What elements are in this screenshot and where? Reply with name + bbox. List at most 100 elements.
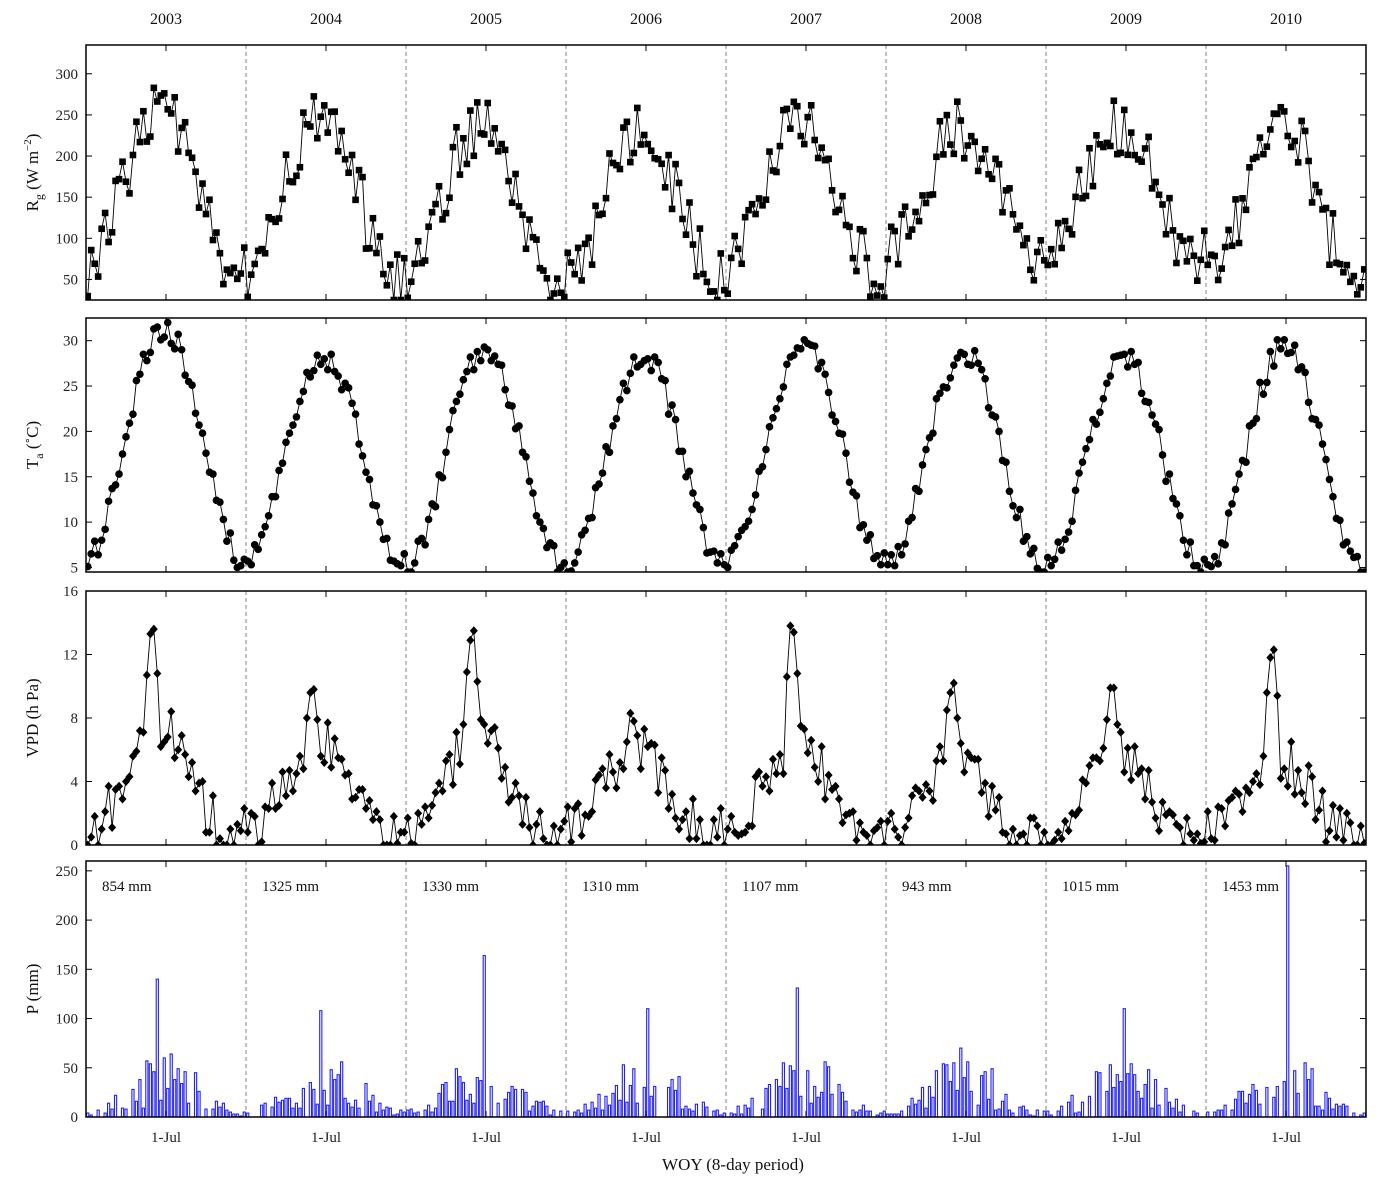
data-point-rg xyxy=(1239,195,1246,202)
data-point-ta xyxy=(824,388,833,397)
data-point-vpd xyxy=(876,816,885,826)
data-point-vpd xyxy=(1297,788,1306,798)
bar-p xyxy=(475,1077,479,1117)
data-point-vpd xyxy=(925,786,934,796)
bar-p xyxy=(1272,1096,1276,1117)
data-point-vpd xyxy=(807,735,816,745)
bar-p xyxy=(865,1110,869,1117)
bar-p xyxy=(1164,1087,1168,1117)
bar-p xyxy=(809,1102,813,1117)
data-point-ta xyxy=(292,413,301,421)
data-point-rg xyxy=(613,161,620,169)
data-point-ta xyxy=(995,427,1003,436)
bar-p xyxy=(600,1109,605,1117)
bar-p xyxy=(287,1097,292,1117)
data-point-ta xyxy=(664,410,673,418)
series-ta xyxy=(86,318,1366,572)
data-point-rg xyxy=(717,250,725,257)
data-point-rg xyxy=(86,292,92,300)
x-tick-label: 1-Jul xyxy=(1111,1130,1141,1146)
data-point-rg xyxy=(567,259,575,266)
data-point-rg xyxy=(477,130,485,137)
bar-p xyxy=(465,1099,469,1117)
data-point-ta xyxy=(1263,378,1271,387)
data-point-rg xyxy=(884,255,892,263)
data-point-vpd xyxy=(431,788,440,798)
data-point-rg xyxy=(171,94,178,101)
data-point-vpd xyxy=(104,781,113,791)
data-point-ta xyxy=(796,345,805,353)
bar-p xyxy=(541,1100,546,1117)
data-point-ta xyxy=(323,365,332,374)
bar-p xyxy=(364,1082,368,1117)
data-point-vpd xyxy=(1210,835,1219,845)
year-label-2008: 2008 xyxy=(950,11,982,28)
bar-p xyxy=(715,1109,719,1117)
data-point-ta xyxy=(605,448,614,457)
data-point-vpd xyxy=(215,834,224,844)
bar-p xyxy=(566,1110,570,1117)
data-point-ta xyxy=(348,399,356,408)
data-point-vpd xyxy=(191,786,200,796)
data-point-ta xyxy=(772,404,781,413)
bar-p xyxy=(774,1079,779,1117)
data-point-ta xyxy=(1231,485,1240,494)
bar-p xyxy=(635,1102,639,1117)
data-point-vpd xyxy=(1276,773,1285,783)
data-point-rg xyxy=(1305,157,1312,165)
data-point-ta xyxy=(748,505,756,514)
data-point-vpd xyxy=(939,756,948,766)
bar-p xyxy=(1115,1074,1119,1117)
bar-p xyxy=(1000,1100,1005,1117)
data-point-vpd xyxy=(208,791,217,801)
data-point-vpd xyxy=(132,746,141,756)
data-point-ta xyxy=(539,524,548,533)
data-point-vpd xyxy=(1193,829,1202,839)
data-point-rg xyxy=(940,151,947,158)
data-point-rg xyxy=(1124,151,1132,159)
data-point-vpd xyxy=(1148,797,1157,807)
data-point-rg xyxy=(1270,110,1278,117)
data-point-rg xyxy=(1044,261,1052,269)
data-point-vpd xyxy=(94,840,103,845)
data-point-rg xyxy=(261,249,269,257)
data-point-vpd xyxy=(782,672,791,682)
data-point-vpd xyxy=(748,821,757,831)
data-point-ta xyxy=(1172,500,1181,508)
data-point-rg xyxy=(679,215,686,223)
bar-p xyxy=(1247,1093,1252,1117)
bar-p xyxy=(385,1106,389,1117)
data-point-rg xyxy=(1034,248,1041,256)
data-point-vpd xyxy=(320,757,329,767)
bar-p xyxy=(145,1060,149,1117)
data-point-rg xyxy=(860,227,867,235)
year-label-2007: 2007 xyxy=(790,11,822,28)
bar-p xyxy=(1171,1107,1175,1117)
data-point-ta xyxy=(1193,561,1202,570)
data-point-vpd xyxy=(1019,829,1028,839)
bar-p xyxy=(211,1108,215,1117)
data-point-ta xyxy=(132,376,141,385)
bar-p xyxy=(705,1106,709,1117)
data-point-ta xyxy=(1200,555,1209,564)
data-point-vpd xyxy=(278,767,287,777)
data-point-vpd xyxy=(1269,645,1278,655)
data-point-rg xyxy=(1020,241,1027,249)
data-point-vpd xyxy=(1047,840,1056,845)
data-point-vpd xyxy=(501,762,510,772)
data-point-rg xyxy=(1082,192,1090,200)
data-point-vpd xyxy=(459,719,468,729)
data-point-vpd xyxy=(149,624,158,634)
data-point-rg xyxy=(630,149,638,157)
data-point-rg xyxy=(345,169,352,177)
bar-p xyxy=(1192,1110,1196,1117)
data-point-vpd xyxy=(417,819,426,829)
data-point-vpd xyxy=(546,840,555,845)
data-point-ta xyxy=(299,387,308,396)
data-point-vpd xyxy=(1186,829,1195,839)
data-point-vpd xyxy=(455,759,464,769)
bar-p xyxy=(451,1100,455,1117)
data-point-ta xyxy=(1082,444,1090,453)
data-point-vpd xyxy=(511,778,520,788)
data-point-rg xyxy=(1277,103,1285,111)
